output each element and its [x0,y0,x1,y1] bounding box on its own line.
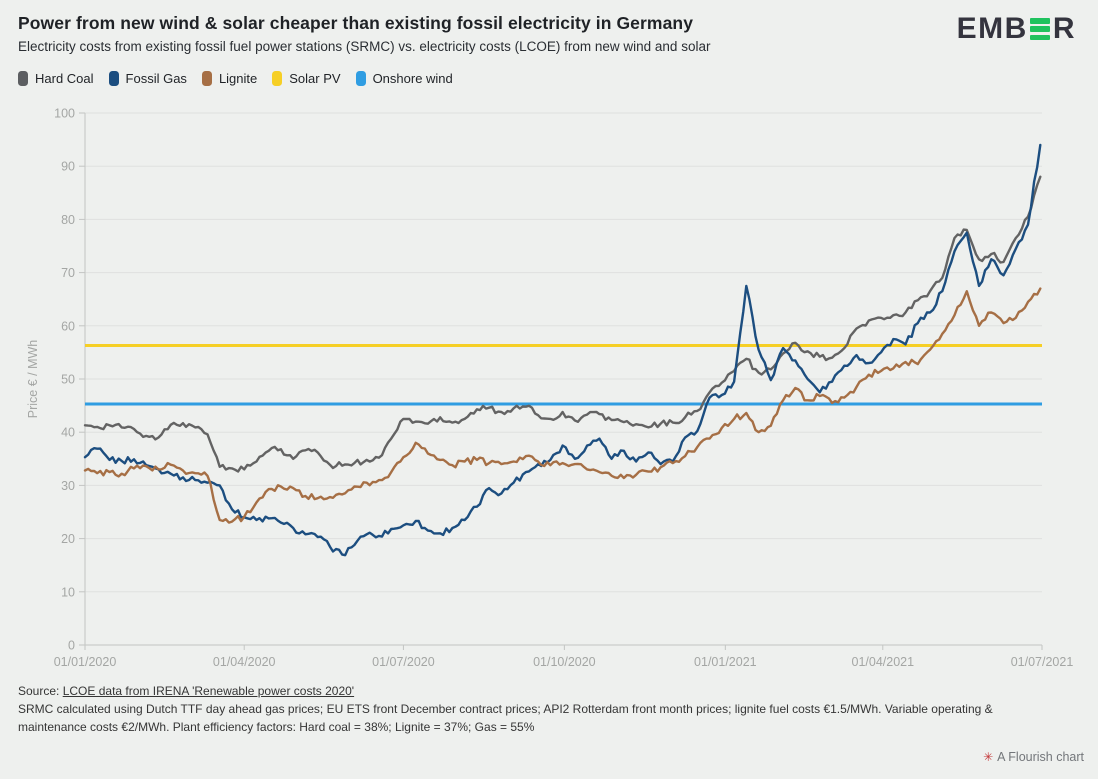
ember-logo-green-e-icon [1029,18,1050,40]
y-tick-label: 30 [61,479,75,493]
source-prefix: Source: [18,684,63,698]
page-subtitle: Electricity costs from existing fossil f… [18,39,711,54]
ember-logo: EMB R [957,14,1076,44]
y-tick-label: 20 [61,532,75,546]
ember-logo-suffix: R [1052,12,1076,45]
source-line: Source: LCOE data from IRENA 'Renewable … [18,684,1058,698]
footer: Source: LCOE data from IRENA 'Renewable … [18,684,1058,736]
legend-label: Fossil Gas [125,71,187,86]
x-tick-label: 01/01/2020 [54,655,117,669]
legend-item-onshore-wind[interactable]: Onshore wind [355,71,453,86]
x-tick-label: 01/04/2021 [852,655,915,669]
flourish-icon: ✳ [983,750,994,764]
legend-swatch-icon [201,71,212,86]
legend-label: Onshore wind [372,71,453,86]
legend-label: Lignite [218,71,258,86]
legend-label: Solar PV [289,71,341,86]
x-tick-label: 01/10/2020 [533,655,596,669]
legend-swatch-icon [108,71,119,86]
y-tick-label: 50 [61,373,75,387]
y-tick-label: 60 [61,319,75,333]
flourish-attribution[interactable]: ✳ A Flourish chart [983,750,1084,764]
series-line-lignite [83,287,1042,524]
chart-header: Power from new wind & solar cheaper than… [18,13,898,54]
legend-item-hard-coal[interactable]: Hard Coal [18,71,94,86]
flourish-attribution-label: A Flourish chart [997,750,1084,764]
legend-swatch-icon [355,71,366,86]
legend-label: Hard Coal [35,71,94,86]
ember-logo-prefix: EMB [956,12,1028,45]
series-line-fossil-gas [83,143,1042,557]
y-axis-title: Price € / MWh [26,340,40,419]
y-tick-label: 40 [61,426,75,440]
y-tick-label: 70 [61,266,75,280]
methodology-note: SRMC calculated using Dutch TTF day ahea… [18,702,993,734]
series-line-hard-coal [83,175,1042,473]
page-title: Power from new wind & solar cheaper than… [18,13,694,33]
x-tick-label: 01/07/2021 [1011,655,1074,669]
x-tick-label: 01/04/2020 [213,655,276,669]
legend-item-fossil-gas[interactable]: Fossil Gas [108,71,187,86]
y-tick-label: 90 [61,160,75,174]
y-tick-label: 10 [61,585,75,599]
legend-swatch-icon [18,71,28,86]
x-tick-label: 01/01/2021 [694,655,757,669]
y-tick-label: 80 [61,213,75,227]
source-link[interactable]: LCOE data from IRENA 'Renewable power co… [62,684,355,698]
y-tick-label: 0 [68,639,75,653]
legend-swatch-icon [272,71,283,86]
legend-item-solar-pv[interactable]: Solar PV [272,71,341,86]
y-tick-label: 100 [54,107,75,121]
legend-item-lignite[interactable]: Lignite [201,71,258,86]
x-tick-label: 01/07/2020 [372,655,435,669]
legend: Hard Coal Fossil Gas Lignite Solar PV Onshor… [18,71,453,86]
